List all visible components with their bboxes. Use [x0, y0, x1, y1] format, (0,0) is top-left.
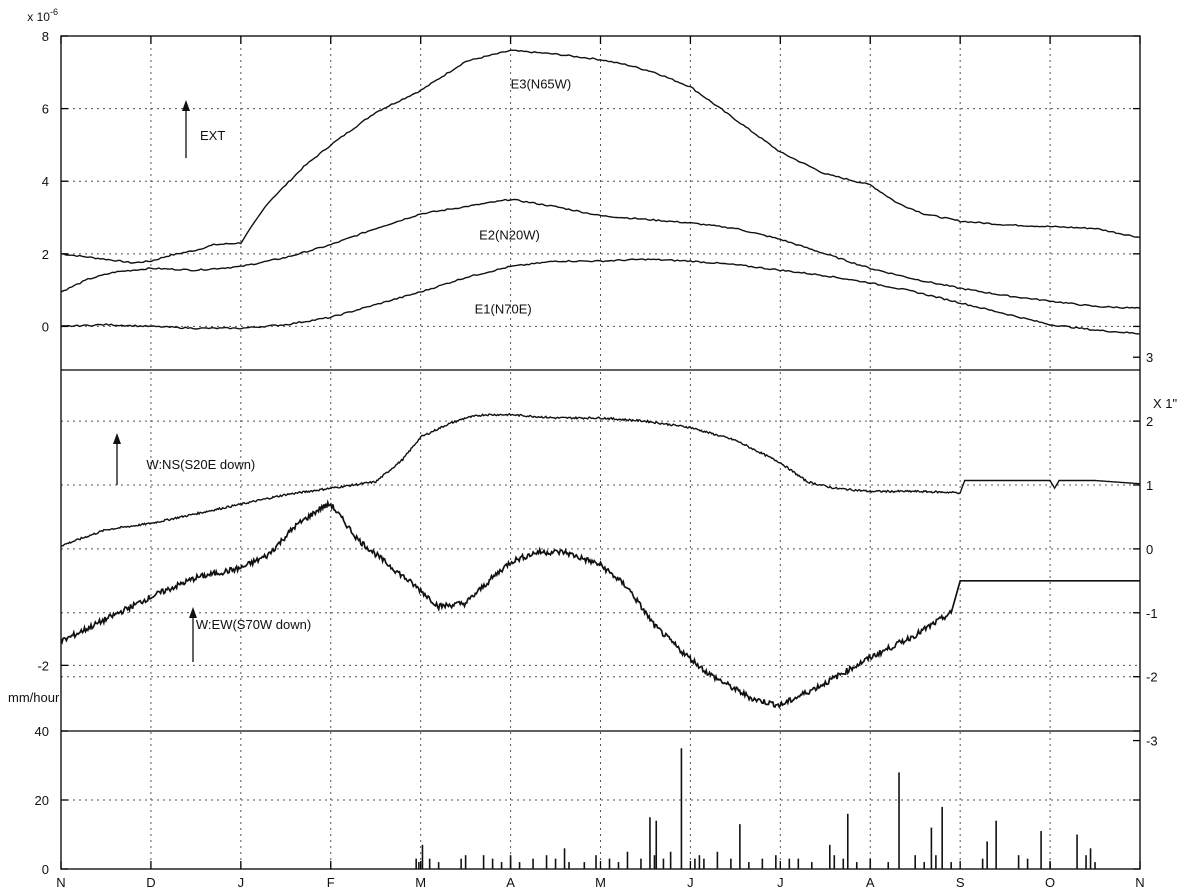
month-tick-label: J	[687, 875, 694, 890]
grid-lines	[61, 35, 1140, 869]
tilt-right-ytick-label: 1	[1146, 478, 1153, 493]
tick-labels: N D J F M A M J J A S O N86420-23210-1-2-340200E3(N6…	[35, 29, 1158, 890]
strain-series-label: E2(N20W)	[479, 227, 540, 242]
tilt-right-ytick-label: -2	[1146, 670, 1158, 685]
strain-series-label: E1(N70E)	[475, 302, 532, 317]
tilt-series-label: W:NS(S20E down)	[146, 457, 255, 472]
month-tick-label: J	[238, 875, 245, 890]
month-tick-label: A	[506, 875, 515, 890]
tilt-right-ytick-label: 0	[1146, 542, 1153, 557]
ext-arrow-label: EXT	[200, 128, 225, 143]
rain-ytick-label: 20	[35, 793, 49, 808]
rain-ylabel: mm/hour	[8, 690, 60, 705]
rain-ytick-label: 0	[42, 862, 49, 877]
tilt-left-ytick-label: -2	[37, 658, 49, 673]
strain-ytick-label: 8	[42, 29, 49, 44]
strain-series-line	[60, 49, 1141, 264]
tilt-right-ytick-label: -1	[1146, 606, 1158, 621]
month-tick-label: O	[1045, 875, 1055, 890]
tilt-series-label: W:EW(S70W down)	[196, 617, 311, 632]
strain-series-line	[60, 258, 1141, 335]
month-tick-label: N	[56, 875, 65, 890]
tilt-right-multiplier-label: X 1"	[1153, 396, 1178, 411]
strain-ytick-label: 4	[42, 174, 49, 189]
tilt-right-ytick-label: 2	[1146, 414, 1153, 429]
series-layer	[60, 49, 1141, 869]
month-tick-label: N	[1135, 875, 1144, 890]
strain-ytick-label: 6	[42, 102, 49, 117]
month-tick-label: A	[866, 875, 875, 890]
ext-arrow	[182, 100, 190, 158]
rain-ytick-label: 40	[35, 724, 49, 739]
ns-arrow	[113, 433, 121, 485]
tilt-right-ytick-label: 3	[1146, 350, 1153, 365]
ew-arrow	[189, 607, 197, 662]
month-tick-label: M	[415, 875, 426, 890]
month-tick-label: D	[146, 875, 155, 890]
strain-exponent: -6	[50, 7, 58, 17]
tilt-series-line	[60, 412, 1140, 547]
panel-frames	[60, 35, 1141, 870]
strain-multiplier-label: x 10-6	[27, 7, 58, 24]
tilt-series-line	[60, 499, 1140, 709]
strain-ytick-label: 0	[42, 319, 49, 334]
tilt-right-ytick-label: -3	[1146, 734, 1158, 749]
month-tick-label: M	[595, 875, 606, 890]
month-tick-label: F	[327, 875, 335, 890]
strain-series-label: E3(N65W)	[511, 77, 572, 92]
strain-series-line	[60, 198, 1141, 309]
month-tick-label: S	[956, 875, 965, 890]
month-tick-label: J	[777, 875, 784, 890]
strain-ytick-label: 2	[42, 247, 49, 262]
